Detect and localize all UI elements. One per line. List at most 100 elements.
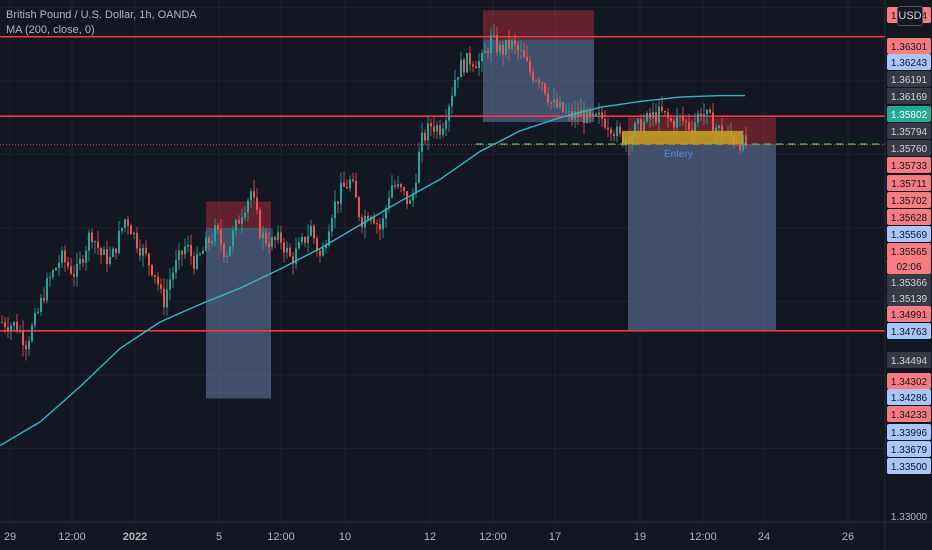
candle-body: [709, 109, 711, 113]
price-tag-bg: [887, 290, 931, 306]
candle-body: [697, 113, 699, 123]
candle-body: [661, 106, 663, 111]
candle-body: [451, 95, 453, 107]
candle-body: [244, 212, 246, 218]
price-tick-label: 1.33679: [891, 445, 928, 456]
candle-body: [493, 34, 495, 36]
price-axis[interactable]: 1.364441.363011.362431.361911.361691.358…: [884, 0, 931, 550]
candle-body: [139, 248, 141, 256]
candle-body: [613, 133, 615, 137]
price-tick-label: 1.35565: [891, 247, 928, 258]
candle-body: [265, 232, 267, 243]
candle-body: [358, 197, 360, 218]
price-tick-label: 1.34233: [891, 410, 928, 421]
candle-body: [424, 132, 426, 141]
candle-body: [502, 45, 504, 55]
candle-body: [361, 217, 363, 228]
candle-body: [313, 225, 315, 239]
candle-body: [544, 83, 546, 94]
candle-body: [106, 249, 108, 265]
candle-body: [700, 113, 702, 117]
candle-body: [388, 197, 390, 208]
candle-body: [52, 270, 54, 278]
candle-body: [316, 238, 318, 251]
candle-body: [310, 225, 312, 236]
candle-body: [448, 106, 450, 121]
candle-body: [286, 247, 288, 253]
candle-body: [454, 79, 456, 96]
candle-body: [142, 247, 144, 256]
price-tag-bg: [887, 258, 931, 274]
candle-body: [19, 330, 21, 332]
candle-body: [592, 113, 594, 117]
candle-body: [103, 249, 105, 255]
candle-body: [169, 279, 171, 290]
candle-body: [703, 114, 705, 117]
candle-body: [94, 241, 96, 243]
candle-body: [598, 112, 600, 115]
candle-body: [241, 217, 243, 224]
price-tag-bg: [887, 323, 931, 339]
candle-body: [1, 322, 3, 324]
symbol-title[interactable]: British Pound / U.S. Dollar, 1h, OANDA: [6, 9, 197, 21]
candle-body: [25, 345, 27, 350]
candle-body: [175, 260, 177, 273]
candle-body: [658, 106, 660, 123]
candle-body: [655, 112, 657, 123]
candle-body: [127, 219, 129, 226]
entry-marker[interactable]: Entery: [0, 130, 885, 160]
price-tick-label: 1.33996: [891, 428, 928, 439]
candle-body: [55, 268, 57, 271]
price-tag-bg: [887, 38, 931, 54]
candle-body: [16, 321, 18, 332]
candle-body: [229, 246, 231, 257]
candle-body: [160, 284, 162, 289]
candle-body: [178, 250, 180, 261]
grid: [0, 0, 885, 522]
candle-body: [487, 50, 489, 54]
price-tick-label: 1.36243: [891, 58, 928, 69]
currency-button[interactable]: USD: [897, 6, 923, 26]
price-tag-bg: [887, 306, 931, 322]
candle-body: [28, 341, 30, 350]
candle-body: [688, 122, 690, 130]
price-tag-bg: [887, 88, 931, 104]
candle-body: [214, 225, 216, 242]
price-tag-bg: [887, 458, 931, 474]
time-tick-label: 19: [634, 531, 646, 543]
price-tick-label: 1.35569: [891, 230, 928, 241]
time-tick-label: 12:00: [479, 531, 507, 543]
price-tick-label: 02:06: [896, 262, 921, 273]
candle-body: [346, 186, 348, 189]
candle-body: [520, 49, 522, 51]
indicator-label[interactable]: MA (200, close, 0): [6, 24, 95, 36]
candle-body: [298, 242, 300, 249]
candle-body: [505, 39, 507, 55]
candle-body: [589, 109, 591, 117]
chart-legend: British Pound / U.S. Dollar, 1h, OANDA M…: [6, 8, 197, 38]
candle-body: [457, 77, 459, 80]
candle-body: [325, 245, 327, 249]
candle-body: [226, 256, 228, 258]
time-axis[interactable]: 29 12:00 2022 5 12:00 10 12 12:00 17 19 12:00 24 26: [0, 521, 932, 543]
candle-body: [385, 207, 387, 219]
candle-body: [148, 253, 150, 266]
candle-body: [301, 236, 303, 243]
candle-body: [391, 185, 393, 198]
position-zones[interactable]: [206, 10, 776, 399]
price-tick-label: 1.35366: [891, 278, 928, 289]
candle-body: [280, 232, 282, 243]
candle-body: [718, 125, 720, 128]
candle-body: [403, 187, 405, 192]
candle-body: [184, 246, 186, 255]
candle-body: [463, 59, 465, 73]
candle-body: [685, 120, 687, 123]
candle-body: [496, 34, 498, 53]
candle-body: [667, 112, 669, 118]
candle-body: [373, 216, 375, 224]
candle-body: [271, 237, 273, 248]
candle-body: [256, 197, 258, 210]
candle-body: [559, 102, 561, 108]
price-tick-label: 1.36169: [891, 92, 928, 103]
